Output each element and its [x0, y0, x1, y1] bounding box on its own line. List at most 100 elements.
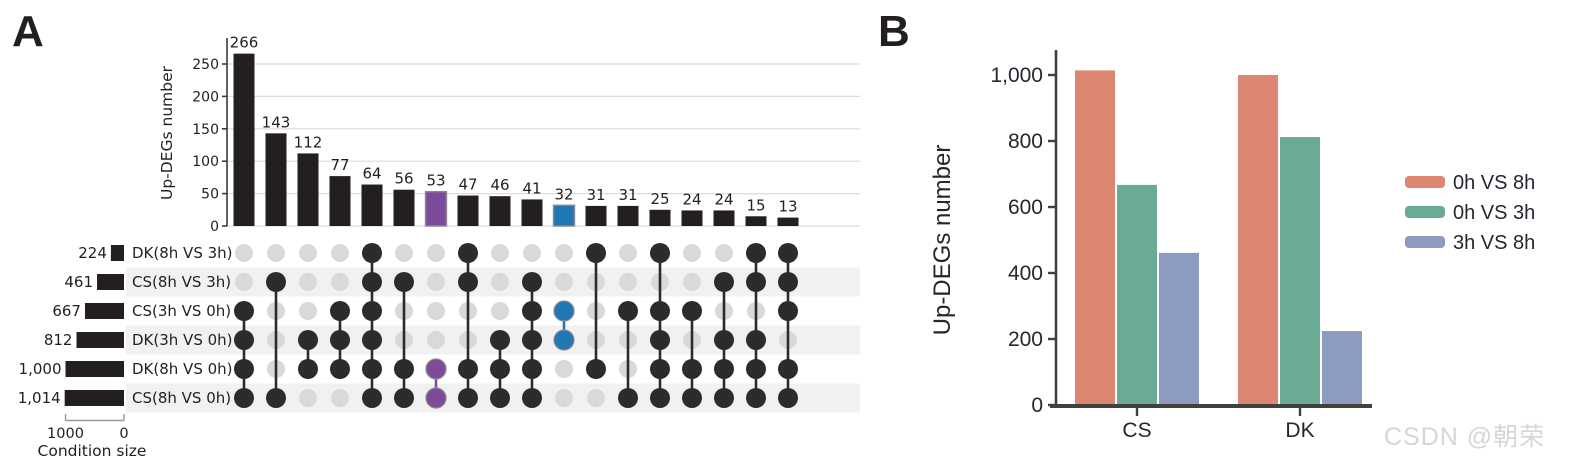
intersection-bar: [393, 189, 415, 226]
set-size-value: 1,000: [19, 360, 62, 378]
intersection-bar: [329, 176, 351, 226]
set-size-bar: [64, 390, 124, 406]
intersection-value: 41: [522, 179, 541, 197]
matrix-dot-active: [330, 330, 350, 350]
matrix-dot-active: [682, 388, 702, 408]
set-size-bar: [65, 361, 124, 377]
matrix-dot-active: [234, 330, 254, 350]
axes: 0 200 400 600 800 1,000 Up-DEGs number CS DK: [929, 50, 1372, 442]
matrix-dot-active: [746, 243, 766, 263]
matrix-dot-active: [746, 388, 766, 408]
matrix-dot-active: [746, 272, 766, 292]
intersection-value: 143: [262, 113, 291, 131]
matrix-dot-active: [458, 359, 478, 379]
matrix-dot-inactive: [331, 244, 349, 262]
intersection-bar: [745, 216, 767, 226]
set-name: DK(8h VS 3h): [132, 244, 233, 262]
matrix-dot-active: [618, 388, 638, 408]
matrix-dot-active: [682, 301, 702, 321]
matrix-dot-active: [458, 243, 478, 263]
matrix-dot-active: [746, 359, 766, 379]
matrix-dot-active: [522, 272, 542, 292]
set-size-value: 224: [78, 244, 107, 262]
matrix-dot-inactive: [427, 244, 445, 262]
matrix-dot-active: [458, 388, 478, 408]
intersection-bar: [681, 210, 703, 226]
y-tick-label: 0: [1031, 394, 1043, 417]
matrix-dot-inactive: [299, 273, 317, 291]
intersection-bar: [777, 217, 799, 226]
matrix-dot-active: [330, 301, 350, 321]
matrix-dot-active: [778, 301, 798, 321]
matrix-dot-inactive: [619, 244, 637, 262]
y-tick-label: 400: [1008, 262, 1043, 285]
set-size-bar: [76, 332, 124, 348]
matrix-dot-active: [362, 243, 382, 263]
matrix-dot-active: [330, 359, 350, 379]
matrix-dot-active: [586, 359, 606, 379]
matrix-dot-active: [522, 359, 542, 379]
set-name: CS(8h VS 3h): [132, 273, 231, 291]
intersection-value: 47: [458, 176, 477, 194]
matrix-dot-active: [522, 330, 542, 350]
matrix-active-dots: [234, 243, 798, 409]
bar-DK-0h-VS-8h: [1238, 75, 1278, 405]
intersection-bar: [552, 204, 576, 227]
intersection-bar: [424, 190, 448, 227]
matrix-dot-active: [714, 388, 734, 408]
matrix-dot-active: [234, 388, 254, 408]
intersection-value: 15: [746, 196, 765, 214]
set-size-value: 812: [44, 331, 73, 349]
matrix-dot-active: [778, 272, 798, 292]
matrix-dot-inactive: [235, 273, 253, 291]
intersection-bar: [457, 195, 479, 226]
y-tick-label: 150: [192, 122, 219, 138]
intersection-value: 13: [778, 198, 797, 216]
matrix-dot-active: [650, 243, 670, 263]
intersection-bar: [521, 199, 543, 226]
matrix-dot-inactive: [491, 302, 509, 320]
bar-DK-3h-VS-8h: [1322, 331, 1362, 405]
bar-CS-0h-VS-8h: [1075, 70, 1115, 405]
set-size-bar: [110, 245, 124, 261]
y-tick-label: 100: [192, 154, 219, 170]
y-axis-title: Up-DEGs number: [158, 65, 176, 200]
watermark: CSDN @朝荣: [1384, 423, 1546, 451]
intersection-bar: [489, 196, 511, 226]
set-size-bar: [97, 274, 124, 290]
matrix-dot-active: [490, 388, 510, 408]
matrix-dot-active: [362, 272, 382, 292]
matrix-dot-active: [522, 388, 542, 408]
matrix-dot-inactive: [683, 244, 701, 262]
intersection-value: 56: [394, 170, 413, 188]
x-tick-label: CS: [1122, 419, 1151, 442]
y-tick-label: 1,000: [990, 64, 1043, 87]
matrix-dot-active: [266, 272, 286, 292]
matrix-dot-active: [522, 301, 542, 321]
matrix-dot-active: [362, 301, 382, 321]
y-tick-label: 200: [192, 89, 219, 105]
matrix-dot-inactive: [299, 389, 317, 407]
matrix-dot-active: [234, 359, 254, 379]
matrix-dot-active: [650, 388, 670, 408]
matrix-dot-inactive: [491, 273, 509, 291]
x-tick-label: DK: [1285, 419, 1314, 442]
intersection-value: 25: [650, 190, 669, 208]
matrix-dot-active: [298, 330, 318, 350]
set-name: CS(8h VS 0h): [132, 389, 231, 407]
matrix-dot-active: [394, 272, 414, 292]
matrix-dot-active: [298, 359, 318, 379]
y-tick-label: 200: [1008, 328, 1043, 351]
matrix-dot-inactive: [299, 302, 317, 320]
set-name: DK(8h VS 0h): [132, 360, 233, 378]
legend-label: 3h VS 8h: [1453, 232, 1535, 254]
grouped-bar-chart: 0 200 400 600 800 1,000 Up-DEGs number CS DK 0h V…: [929, 50, 1535, 442]
intersection-value: 31: [618, 186, 637, 204]
intersection-bar: [713, 210, 735, 226]
intersection-bar: [265, 133, 287, 226]
matrix-inactive-dots: [235, 244, 797, 407]
matrix-dot-active: [362, 388, 382, 408]
matrix-dot-inactive: [395, 244, 413, 262]
matrix-dot-inactive: [427, 273, 445, 291]
